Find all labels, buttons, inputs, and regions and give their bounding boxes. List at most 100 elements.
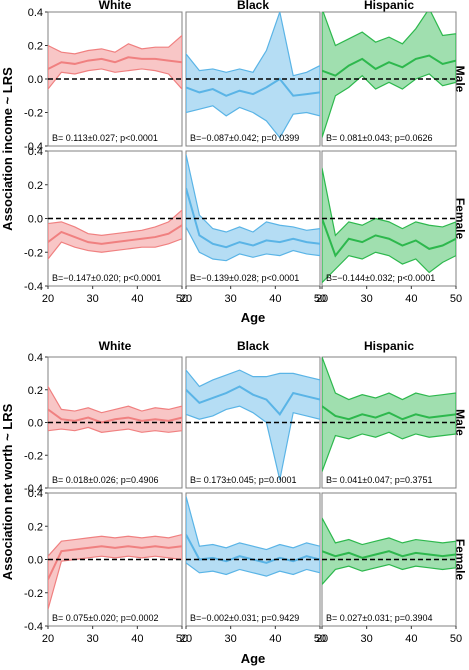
panel-black-male: B= 0.173±0.045; p=0.0001 [185, 356, 321, 489]
annotation-white-female: B=−0.147±0.020; p<0.0001 [52, 273, 161, 283]
band-black-male [186, 369, 320, 480]
panel-white-male: B= 0.018±0.026; p=0.4906 [47, 356, 183, 489]
panel-white-female: B=−0.147±0.020; p<0.0001 [47, 150, 183, 287]
panel-black-male: B=−0.087±0.042; p=0.0399 [185, 11, 321, 147]
x-tick-label: 20 [180, 633, 192, 645]
panel-white-male: B= 0.113±0.027; p<0.0001 [47, 11, 183, 147]
band-hispanic-male [322, 357, 456, 472]
band-black-female [186, 154, 320, 262]
panel-plot-area [322, 12, 456, 138]
x-tick-label: 40 [131, 293, 143, 305]
panel-plot-area [186, 12, 320, 139]
y-tick-label: 0.2 [28, 41, 43, 53]
series-line-black-male [186, 77, 320, 97]
series-line-black-female [186, 187, 320, 249]
annotation-hispanic-female: B= 0.027±0.031; p=0.3904 [326, 613, 433, 623]
series-line-white-female [48, 545, 182, 580]
series-line-white-male [48, 408, 182, 424]
x-axis-title: Age [241, 651, 266, 666]
series-line-hispanic-male [322, 54, 456, 77]
y-axis-title: Association net worth ~ LRS [0, 403, 15, 580]
x-tick-label: 30 [361, 633, 373, 645]
panel-plot-area [186, 369, 320, 480]
column-title-hispanic: Hispanic [364, 339, 414, 353]
x-tick-label: 30 [361, 293, 373, 305]
panel-plot-area [48, 533, 182, 610]
annotation-black-female: B=−0.139±0.028; p<0.0001 [190, 273, 299, 283]
y-tick-label: -0.2 [24, 108, 43, 120]
x-tick-label: 50 [314, 293, 326, 305]
series-line-hispanic-female [322, 550, 456, 559]
column-title-hispanic: Hispanic [364, 0, 414, 12]
x-tick-label: 40 [131, 633, 143, 645]
panel-plot-area [322, 517, 456, 586]
annotation-white-female: B= 0.075±0.020; p=0.0002 [52, 613, 159, 623]
band-black-male [186, 12, 320, 139]
band-hispanic-female [322, 167, 456, 284]
x-axis-title: Age [241, 310, 266, 325]
panel-hispanic-female: B=−0.144±0.032; p<0.0001 [321, 150, 457, 287]
y-tick-label: 0.4 [28, 352, 43, 364]
annotation-hispanic-male: B= 0.081±0.043; p=0.0626 [326, 133, 433, 143]
x-tick-label: 40 [405, 633, 417, 645]
y-axis-title: Association income ~ LRS [0, 67, 15, 231]
x-tick-label: 20 [316, 633, 328, 645]
series-line-black-male [186, 385, 320, 416]
column-title-white: White [99, 339, 132, 353]
series-line-white-female [48, 224, 182, 245]
x-tick-label: 30 [225, 633, 237, 645]
annotation-hispanic-female: B=−0.144±0.032; p<0.0001 [326, 273, 435, 283]
annotation-white-male: B= 0.113±0.027; p<0.0001 [52, 133, 158, 143]
x-tick-label: 50 [176, 633, 188, 645]
column-title-black: Black [237, 339, 269, 353]
panel-hispanic-male: B= 0.041±0.047; p=0.3751 [321, 356, 457, 489]
y-tick-label: -0.4 [24, 281, 43, 293]
x-tick-label: 50 [450, 633, 462, 645]
x-tick-label: 20 [42, 293, 54, 305]
x-tick-label: 20 [42, 633, 54, 645]
annotation-black-male: B=−0.087±0.042; p=0.0399 [190, 133, 299, 143]
y-tick-label: 0.2 [28, 385, 43, 397]
x-tick-label: 30 [87, 293, 99, 305]
band-white-female [48, 533, 182, 610]
annotation-hispanic-male: B= 0.041±0.047; p=0.3751 [326, 475, 433, 485]
column-title-black: Black [237, 0, 269, 12]
x-tick-label: 30 [225, 293, 237, 305]
annotation-black-male: B= 0.173±0.045; p=0.0001 [190, 475, 297, 485]
band-white-female [48, 209, 182, 260]
panel-plot-area [186, 496, 320, 577]
x-tick-label: 40 [269, 293, 281, 305]
annotation-white-male: B= 0.018±0.026; p=0.4906 [52, 475, 159, 485]
panel-plot-area [48, 209, 182, 260]
y-tick-label: 0.4 [28, 488, 43, 500]
y-tick-label: 0.0 [28, 555, 43, 567]
y-tick-label: -0.4 [24, 483, 43, 495]
x-tick-label: 50 [176, 293, 188, 305]
band-black-female [186, 496, 320, 577]
y-tick-label: 0.0 [28, 214, 43, 226]
x-tick-label: 50 [314, 633, 326, 645]
panel-plot-area [186, 154, 320, 262]
x-tick-label: 50 [450, 293, 462, 305]
panel-plot-area [322, 167, 456, 284]
series-line-hispanic-female [322, 218, 456, 258]
x-tick-label: 20 [180, 293, 192, 305]
panel-plot-area [48, 385, 182, 433]
panel-hispanic-female: B= 0.027±0.031; p=0.3904 [321, 492, 457, 627]
panel-black-female: B=−0.002±0.031; p=0.9429 [185, 492, 321, 627]
y-tick-label: -0.2 [24, 450, 43, 462]
panel-hispanic-male: B= 0.081±0.043; p=0.0626 [321, 11, 457, 147]
series-line-hispanic-male [322, 405, 456, 421]
y-tick-label: -0.4 [24, 141, 43, 153]
y-tick-label: 0.4 [28, 7, 43, 19]
panel-black-female: B=−0.139±0.028; p<0.0001 [185, 150, 321, 287]
x-tick-label: 40 [269, 633, 281, 645]
y-tick-label: 0.4 [28, 146, 43, 158]
y-tick-label: 0.0 [28, 418, 43, 430]
column-title-white: White [99, 0, 132, 12]
y-tick-label: 0.2 [28, 521, 43, 533]
panel-white-female: B= 0.075±0.020; p=0.0002 [47, 492, 183, 627]
x-tick-label: 20 [316, 293, 328, 305]
x-tick-label: 30 [87, 633, 99, 645]
